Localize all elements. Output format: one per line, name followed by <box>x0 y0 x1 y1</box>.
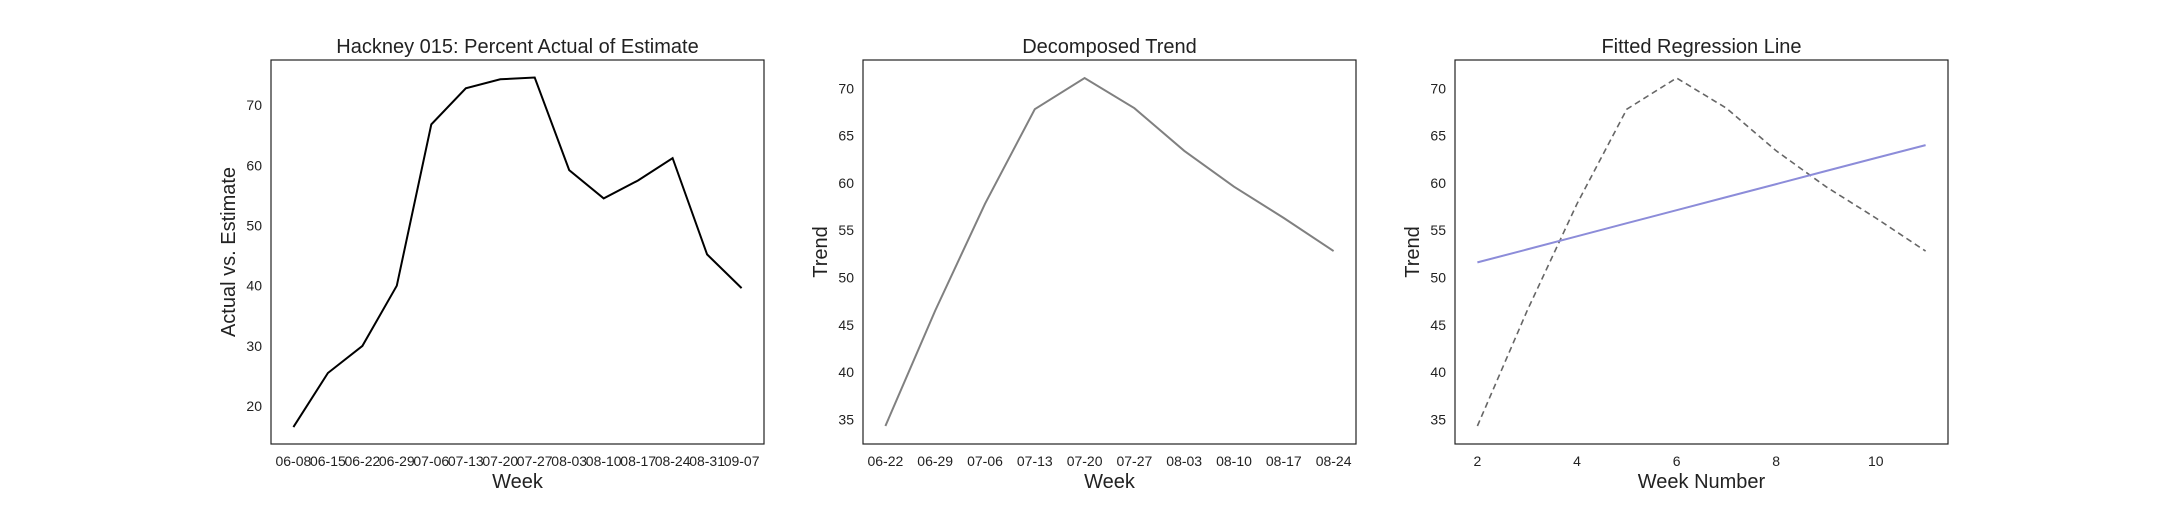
plot-frame <box>270 59 765 445</box>
x-tick-label: 08-03 <box>1166 453 1202 469</box>
y-tick-label: 60 <box>1430 175 1446 191</box>
x-axis-label: Week Number <box>1638 471 1766 493</box>
y-tick-label: 55 <box>838 222 854 238</box>
y-tick-label: 70 <box>1430 80 1446 96</box>
x-axis-label: Week <box>492 471 544 493</box>
x-tick-label: 09-07 <box>724 453 760 469</box>
x-tick-label: 07-06 <box>967 453 1003 469</box>
series-line-2 <box>1477 144 1926 264</box>
x-tick-label: 2 <box>1474 453 1482 469</box>
y-axis-label: Actual vs. Estimate <box>218 167 240 337</box>
y-tick-label: 60 <box>246 157 262 173</box>
x-tick-label: 07-20 <box>482 453 518 469</box>
x-tick-label: 06-29 <box>917 453 953 469</box>
series-line-1 <box>1476 77 1927 427</box>
y-tick-label: 35 <box>1430 411 1446 427</box>
x-tick-label: 06-22 <box>344 453 380 469</box>
x-tick-label: 06-15 <box>310 453 346 469</box>
x-tick-label: 06-08 <box>275 453 311 469</box>
x-tick-label: 08-17 <box>620 453 656 469</box>
x-tick-label: 07-20 <box>1067 453 1103 469</box>
x-tick-label: 8 <box>1772 453 1780 469</box>
x-tick-label: 08-10 <box>586 453 622 469</box>
x-tick-label: 07-13 <box>1017 453 1053 469</box>
y-tick-label: 40 <box>838 364 854 380</box>
y-tick-label: 70 <box>246 97 262 113</box>
y-tick-label: 45 <box>838 317 854 333</box>
y-tick-label: 40 <box>1430 364 1446 380</box>
y-tick-label: 40 <box>246 278 262 294</box>
plot-frame <box>862 59 1357 445</box>
y-tick-label: 70 <box>838 80 854 96</box>
chart-title: Fitted Regression Line <box>1601 36 1801 58</box>
y-tick-label: 65 <box>1430 128 1446 144</box>
y-tick-label: 65 <box>838 128 854 144</box>
y-tick-label: 30 <box>246 338 262 354</box>
y-axis-label: Trend <box>810 226 832 278</box>
x-tick-label: 08-24 <box>1316 453 1352 469</box>
series-line-1 <box>884 76 1335 427</box>
plot-frame <box>1454 59 1949 445</box>
y-tick-label: 20 <box>246 398 262 414</box>
x-axis-label: Week <box>1084 471 1136 493</box>
x-tick-label: 07-06 <box>413 453 449 469</box>
x-tick-label: 4 <box>1573 453 1581 469</box>
y-tick-label: 60 <box>838 175 854 191</box>
y-tick-label: 50 <box>1430 270 1446 286</box>
y-axis-label: Trend <box>1402 226 1424 278</box>
x-tick-label: 08-03 <box>551 453 587 469</box>
chart-1: 06-0806-1506-2206-2907-0607-1307-2007-27… <box>218 36 765 493</box>
chart-3: 2 4 6 8 10 35 40 45 50 55 60 65 70 Fitted Regression … <box>1402 36 1949 493</box>
y-tick-label: 45 <box>1430 317 1446 333</box>
x-tick-label: 08-10 <box>1216 453 1252 469</box>
y-tick-label: 50 <box>246 218 262 234</box>
chart-title: Hackney 015: Percent Actual of Estimate <box>336 36 698 58</box>
x-tick-label: 08-24 <box>655 453 691 469</box>
y-tick-label: 50 <box>838 270 854 286</box>
chart-2: 06-22 06-29 07-06 07-13 07-20 07-27 08-03 08-10… <box>810 36 1357 493</box>
y-tick-label: 35 <box>838 411 854 427</box>
x-tick-label: 07-13 <box>448 453 484 469</box>
x-tick-label: 10 <box>1868 453 1884 469</box>
chart-title: Decomposed Trend <box>1022 36 1197 58</box>
x-tick-label: 07-27 <box>517 453 553 469</box>
x-tick-label: 6 <box>1673 453 1681 469</box>
x-tick-label: 08-17 <box>1266 453 1302 469</box>
x-tick-label: 08-31 <box>689 453 725 469</box>
x-tick-label: 06-22 <box>867 453 903 469</box>
x-tick-label: 07-27 <box>1116 453 1152 469</box>
x-tick-label: 06-29 <box>379 453 415 469</box>
y-tick-label: 55 <box>1430 222 1446 238</box>
series-line-1 <box>292 76 743 428</box>
